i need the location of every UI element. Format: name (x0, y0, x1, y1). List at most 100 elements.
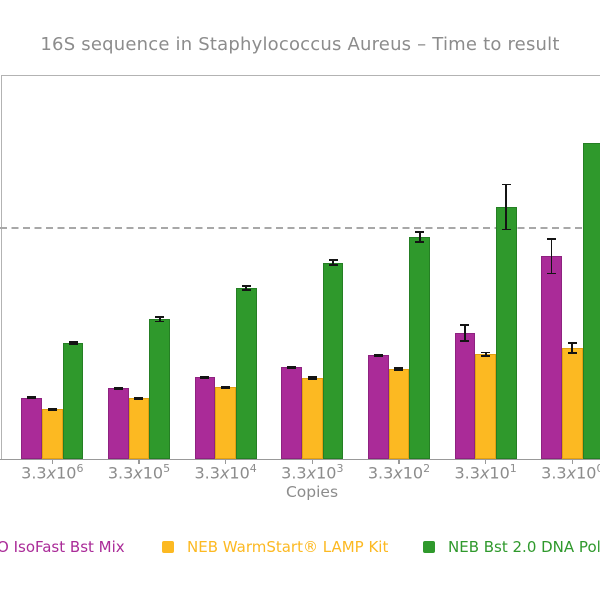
error-bar-bst2-3.3x10^1 (505, 183, 508, 231)
bar-isofast-3.3x10^6 (21, 397, 42, 459)
bar-isofast-3.3x10^5 (107, 388, 129, 459)
bar-warmstart-3.3x10^3 (301, 377, 323, 459)
error-cap-top-isofast-3.3x10^0 (547, 238, 557, 241)
error-bar-warmstart-3.3x10^0 (571, 342, 574, 354)
error-cap-bottom-bst2-3.3x10^6 (68, 342, 78, 345)
x-tick-label-3.3x10^6: 3.3x106 (21, 461, 84, 482)
chart-title: 16S sequence in Staphylococcus Aureus – … (40, 34, 560, 55)
legend-item-isofast: O IsoFast Bst Mix (0, 538, 125, 556)
error-cap-bottom-warmstart-3.3x10^3 (307, 378, 317, 380)
legend-label-warmstart: NEB WarmStart® LAMP Kit (187, 538, 389, 556)
error-cap-top-isofast-3.3x10^5 (113, 386, 123, 389)
error-cap-bottom-warmstart-3.3x10^4 (221, 386, 231, 389)
legend-swatch-bst2 (423, 541, 435, 553)
legend-label-isofast: O IsoFast Bst Mix (0, 538, 125, 556)
x-tick-label-3.3x10^4: 3.3x104 (194, 461, 257, 482)
bar-bst2-3.3x10^6 (62, 342, 84, 459)
error-bar-warmstart-3.3x10^2 (398, 366, 400, 371)
error-cap-bottom-isofast-3.3x10^4 (200, 376, 210, 379)
threshold-line (0, 227, 600, 230)
bar-bst2-3.3x10^5 (149, 319, 170, 459)
error-cap-top-bst2-3.3x10^5 (155, 316, 165, 319)
bar-warmstart-3.3x10^5 (128, 398, 150, 459)
legend-item-warmstart: NEB WarmStart® LAMP Kit (162, 538, 389, 556)
plot-left-spine (1, 74, 3, 459)
error-cap-top-bst2-3.3x10^3 (328, 259, 338, 261)
error-bar-warmstart-3.3x10^3 (311, 376, 314, 380)
error-cap-bottom-warmstart-3.3x10^6 (47, 408, 57, 411)
error-cap-bottom-isofast-3.3x10^1 (460, 340, 470, 342)
error-bar-bst2-3.3x10^2 (418, 231, 421, 243)
bar-warmstart-3.3x10^4 (215, 387, 236, 459)
error-cap-top-warmstart-3.3x10^3 (307, 376, 317, 378)
error-cap-top-isofast-3.3x10^6 (27, 396, 37, 398)
x-tick-label-3.3x10^0: 3.3x100 (541, 461, 600, 482)
error-cap-top-warmstart-3.3x10^2 (394, 366, 404, 369)
bar-bst2-3.3x10^1 (495, 206, 517, 459)
bar-isofast-3.3x10^2 (367, 355, 389, 459)
error-bar-bst2-3.3x10^3 (332, 259, 334, 266)
x-tick-3.3x10^4 (224, 459, 227, 465)
error-cap-top-warmstart-3.3x10^0 (567, 342, 577, 345)
error-bar-bst2-3.3x10^5 (158, 316, 161, 323)
error-cap-top-bst2-3.3x10^1 (501, 183, 511, 186)
error-cap-bottom-bst2-3.3x10^2 (415, 240, 425, 243)
x-tick-3.3x10^5 (138, 459, 140, 465)
x-tick-3.3x10^2 (398, 459, 400, 465)
bar-isofast-3.3x10^3 (281, 367, 302, 459)
bar-warmstart-3.3x10^1 (475, 354, 496, 459)
error-cap-top-isofast-3.3x10^4 (200, 375, 210, 378)
error-cap-bottom-isofast-3.3x10^3 (287, 366, 297, 369)
error-cap-top-warmstart-3.3x10^5 (134, 396, 144, 399)
x-tick-3.3x10^0 (571, 459, 573, 465)
bar-warmstart-3.3x10^2 (388, 368, 410, 459)
error-cap-top-isofast-3.3x10^3 (287, 365, 297, 368)
error-bar-bst2-3.3x10^6 (72, 340, 74, 345)
error-cap-bottom-bst2-3.3x10^4 (241, 289, 251, 291)
legend: O IsoFast Bst Mix NEB WarmStart® LAMP Kit… (0, 538, 600, 557)
error-cap-top-isofast-3.3x10^1 (460, 324, 470, 327)
error-cap-bottom-warmstart-3.3x10^1 (481, 355, 491, 357)
bar-bst2-3.3x10^0 (582, 142, 600, 459)
bar-warmstart-3.3x10^0 (561, 348, 583, 459)
bar-isofast-3.3x10^4 (194, 377, 216, 459)
error-cap-bottom-bst2-3.3x10^3 (328, 264, 338, 266)
x-axis-line (0, 458, 600, 460)
bar-isofast-3.3x10^0 (541, 256, 562, 459)
error-cap-top-bst2-3.3x10^6 (68, 340, 78, 343)
error-cap-bottom-bst2-3.3x10^1 (501, 228, 511, 231)
plot-area (0, 75, 600, 459)
error-cap-top-warmstart-3.3x10^4 (221, 385, 231, 388)
x-tick-label-3.3x10^1: 3.3x101 (454, 461, 517, 482)
error-cap-bottom-warmstart-3.3x10^5 (134, 398, 144, 400)
error-bar-warmstart-3.3x10^1 (484, 351, 487, 357)
x-axis-title: Copies (285, 483, 339, 501)
error-bar-isofast-3.3x10^1 (464, 324, 466, 342)
error-cap-bottom-isofast-3.3x10^6 (27, 397, 37, 400)
x-tick-label-3.3x10^3: 3.3x103 (281, 461, 344, 482)
bar-bst2-3.3x10^2 (409, 236, 430, 459)
error-cap-top-isofast-3.3x10^2 (373, 353, 383, 356)
x-tick-3.3x10^1 (484, 459, 487, 465)
error-bar-bst2-3.3x10^4 (245, 284, 248, 291)
error-cap-bottom-warmstart-3.3x10^0 (567, 352, 577, 354)
error-bar-isofast-3.3x10^0 (550, 238, 553, 275)
x-tick-3.3x10^6 (51, 459, 53, 465)
bar-isofast-3.3x10^1 (454, 333, 476, 459)
error-cap-top-bst2-3.3x10^4 (241, 284, 251, 287)
legend-swatch-warmstart (162, 541, 174, 553)
legend-item-bst2: NEB Bst 2.0 DNA Pol (423, 538, 600, 556)
legend-label-bst2: NEB Bst 2.0 DNA Pol (448, 538, 600, 556)
plot-top-spine (1, 74, 600, 76)
error-cap-bottom-isofast-3.3x10^0 (547, 272, 557, 275)
error-cap-bottom-warmstart-3.3x10^2 (394, 368, 404, 371)
x-tick-3.3x10^3 (311, 459, 313, 465)
error-cap-top-bst2-3.3x10^2 (415, 231, 425, 233)
bar-warmstart-3.3x10^6 (41, 409, 63, 459)
error-cap-bottom-isofast-3.3x10^2 (373, 355, 383, 357)
x-tick-label-3.3x10^5: 3.3x105 (107, 461, 171, 482)
bar-bst2-3.3x10^4 (235, 287, 257, 459)
error-cap-bottom-isofast-3.3x10^5 (113, 388, 123, 390)
error-cap-bottom-bst2-3.3x10^5 (155, 320, 165, 323)
